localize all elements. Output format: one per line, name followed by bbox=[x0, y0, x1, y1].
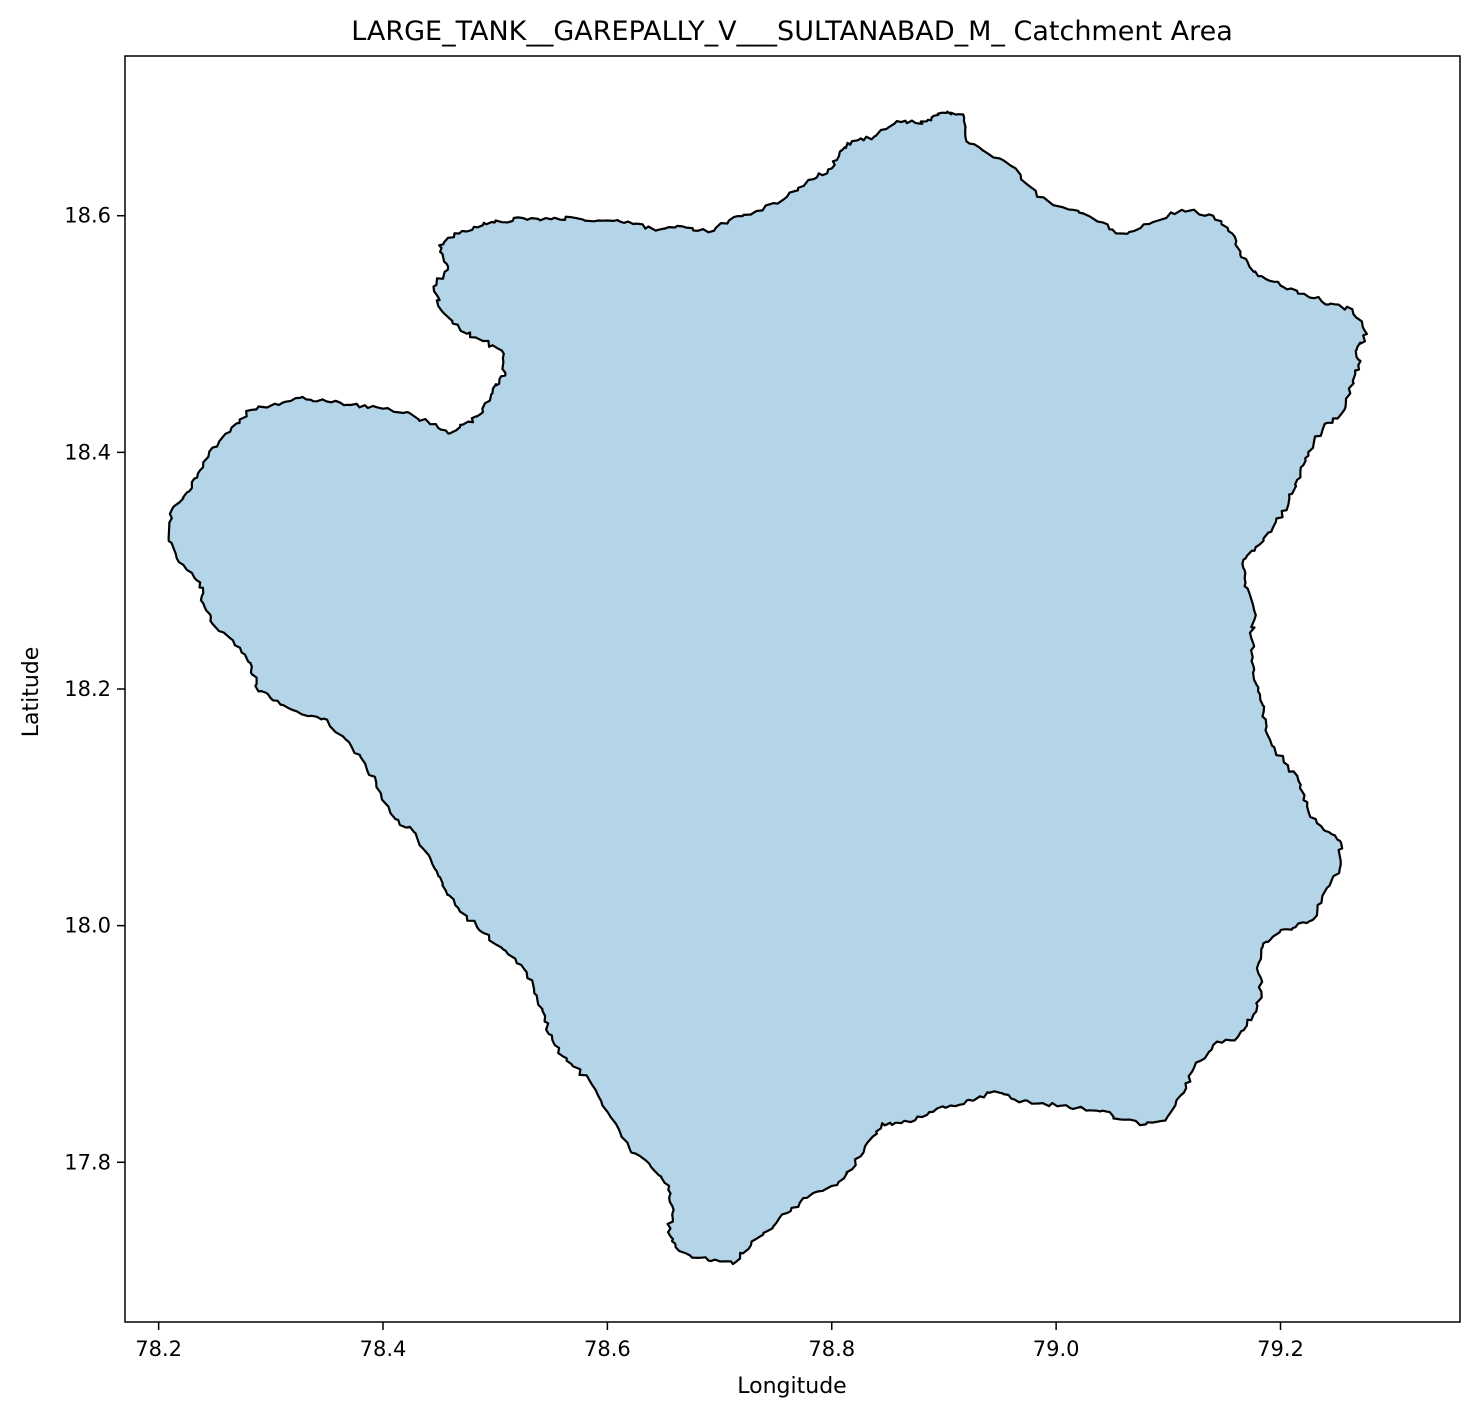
x-tick-label: 78.4 bbox=[360, 1337, 407, 1361]
y-tick-label: 17.8 bbox=[64, 1150, 111, 1174]
y-axis: 17.8 18.0 18.2 18.4 18.6 bbox=[64, 204, 125, 1174]
y-tick-label: 18.6 bbox=[64, 204, 111, 228]
y-tick-label: 18.4 bbox=[64, 440, 111, 464]
y-tick-label: 18.0 bbox=[64, 914, 111, 938]
x-tick-label: 79.0 bbox=[1033, 1337, 1080, 1361]
y-tick-label: 18.2 bbox=[64, 677, 111, 701]
y-axis-label: Latitude bbox=[19, 647, 44, 738]
x-tick-label: 79.2 bbox=[1257, 1337, 1304, 1361]
x-axis-label: Longitude bbox=[737, 1374, 846, 1399]
x-tick-label: 78.6 bbox=[584, 1337, 631, 1361]
x-axis: 78.2 78.4 78.6 78.8 79.0 79.2 bbox=[135, 1322, 1304, 1361]
x-tick-label: 78.2 bbox=[135, 1337, 182, 1361]
chart-title: LARGE_TANK__GAREPALLY_V___SULTANABAD_M_ … bbox=[351, 16, 1233, 47]
x-tick-label: 78.8 bbox=[808, 1337, 855, 1361]
catchment-polygon bbox=[167, 110, 1368, 1266]
